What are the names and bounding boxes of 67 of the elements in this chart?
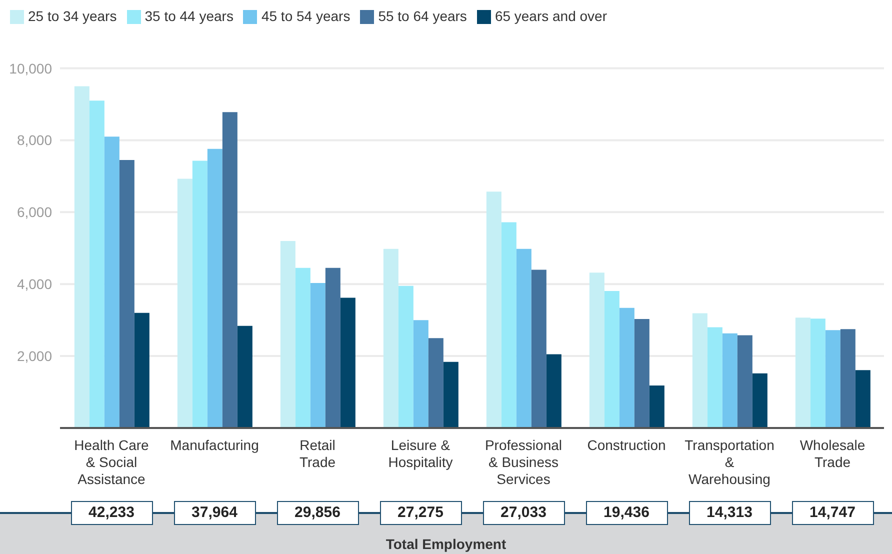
x-tick-label: Manufacturing — [170, 437, 259, 453]
bar — [428, 338, 444, 428]
x-tick-label: Retail Trade — [299, 437, 336, 470]
bar — [486, 192, 502, 428]
bar — [516, 248, 532, 428]
text: 14,747 — [792, 501, 874, 525]
x-tick-label: Leisure & Hospitality — [388, 437, 453, 470]
text: 27,275 — [380, 501, 462, 525]
bar — [443, 362, 458, 428]
text: 19,436 — [586, 501, 668, 525]
text: 27,033 — [482, 501, 564, 525]
bar — [531, 270, 546, 428]
y-tick-label: 8,000 — [16, 132, 52, 148]
y-tick-label: 6,000 — [16, 204, 52, 220]
bar — [134, 312, 150, 428]
legend-label: 35 to 44 years — [144, 8, 234, 24]
bar — [737, 335, 752, 428]
bar — [325, 268, 340, 428]
bar — [825, 330, 840, 428]
x-tick-label: Health Care & Social Assistance — [74, 437, 150, 487]
bar — [280, 240, 296, 428]
x-tick-label: Construction — [587, 437, 666, 453]
bar — [707, 327, 722, 428]
bar — [604, 290, 620, 428]
y-tick-label: 10,000 — [9, 60, 52, 76]
bar — [207, 148, 222, 428]
bar — [546, 354, 562, 428]
bar — [810, 318, 826, 428]
bar — [619, 308, 634, 428]
bar — [752, 373, 768, 428]
bar — [398, 286, 414, 428]
bar — [589, 272, 604, 428]
y-tick-label: 4,000 — [16, 276, 52, 292]
bar — [340, 298, 356, 428]
bar — [795, 318, 810, 428]
legend-label: 55 to 64 years — [378, 8, 467, 24]
bar — [413, 320, 428, 428]
x-tick-label: Wholesale Trade — [800, 437, 866, 470]
bar — [295, 268, 310, 428]
x-tick-label: Professional & Business Services — [484, 437, 562, 487]
text: 37,964 — [174, 501, 256, 525]
bar — [237, 326, 252, 428]
bar — [192, 160, 208, 428]
bar — [840, 329, 856, 428]
bar — [855, 370, 870, 428]
bar — [692, 313, 708, 428]
x-tick-label: Transportation & Warehousing — [684, 437, 774, 487]
text: 42,233 — [70, 501, 152, 525]
bar — [649, 386, 664, 428]
legend-label: 45 to 54 years — [261, 8, 350, 24]
bar — [74, 86, 90, 428]
bar — [89, 100, 104, 428]
text: 14,313 — [688, 501, 770, 525]
text: Total Employment — [384, 536, 508, 552]
bar — [104, 136, 120, 428]
bar — [310, 283, 326, 428]
bar — [222, 112, 238, 428]
bar — [383, 248, 398, 428]
bar — [501, 222, 516, 428]
bar — [722, 333, 738, 428]
bar — [119, 160, 134, 428]
legend-label: 25 to 34 years — [28, 8, 117, 24]
bar — [634, 319, 650, 428]
text: 29,856 — [276, 501, 358, 525]
y-tick-label: 2,000 — [16, 348, 52, 364]
legend-label: 65 years and over — [494, 8, 608, 24]
bar — [177, 178, 192, 428]
